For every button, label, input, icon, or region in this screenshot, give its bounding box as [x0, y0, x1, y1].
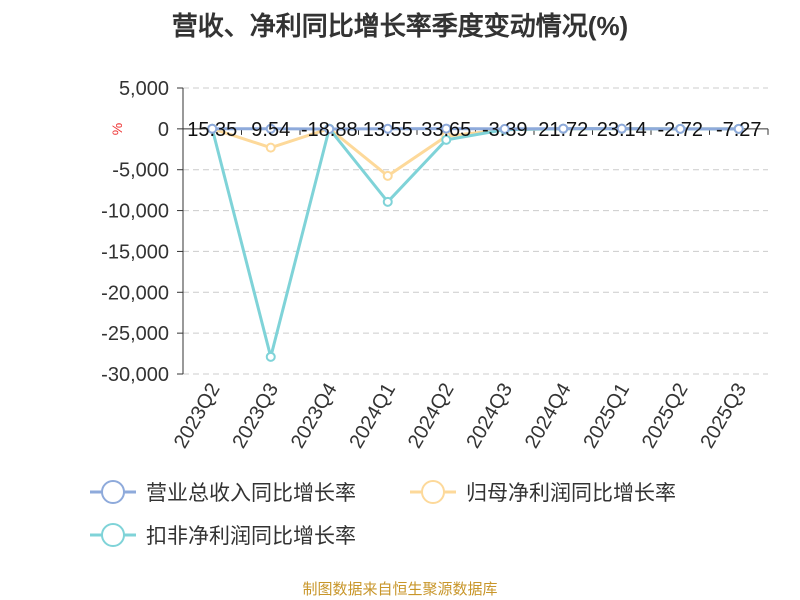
- data-label: 13.55: [363, 119, 413, 141]
- legend-label: 归母净利润同比增长率: [466, 482, 676, 505]
- legend-label: 营业总收入同比增长率: [146, 482, 356, 505]
- data-point: [207, 123, 218, 134]
- x-tick-label: 2023Q2: [170, 380, 225, 453]
- x-tick-label: 2024Q2: [404, 380, 459, 453]
- legend-marker: [101, 480, 125, 504]
- x-tick-label: 2024Q4: [521, 380, 576, 453]
- data-point: [265, 123, 276, 134]
- y-tick-label: -5,000: [112, 160, 169, 182]
- series-line: [210, 125, 739, 358]
- y-tick-label: -20,000: [101, 282, 169, 304]
- data-point: [616, 123, 627, 134]
- data-label: -7.27: [716, 119, 762, 141]
- legend-marker: [421, 480, 445, 504]
- y-tick-label: -15,000: [101, 241, 169, 263]
- x-tick-label: 2023Q4: [287, 380, 342, 453]
- y-tick-label: 0: [158, 119, 169, 141]
- data-label: 23.14: [597, 119, 647, 141]
- source-note: 制图数据来自恒生聚源数据库: [302, 581, 498, 598]
- data-point: [265, 351, 276, 362]
- data-point: [441, 134, 452, 145]
- y-tick-label: 5,000: [119, 78, 169, 100]
- y-tick-label: -30,000: [101, 364, 169, 386]
- data-label: 15.35: [187, 119, 237, 141]
- data-point: [558, 123, 569, 134]
- chart-title: 营收、净利同比增长率季度变动情况(%): [171, 11, 629, 41]
- y-tick-label: -10,000: [101, 201, 169, 223]
- data-label: -3.39: [482, 119, 528, 141]
- data-label: -2.72: [657, 119, 703, 141]
- x-tick-label: 2023Q3: [228, 380, 283, 453]
- x-tick-label: 2025Q1: [579, 380, 634, 453]
- data-point: [382, 196, 393, 207]
- legend-label: 扣非净利润同比增长率: [146, 525, 356, 548]
- data-label: -18.88: [301, 119, 358, 141]
- x-tick-label: 2024Q1: [345, 380, 400, 453]
- y-tick-label: -25,000: [101, 323, 169, 345]
- x-tick-label: 2025Q2: [638, 380, 693, 453]
- data-point: [441, 123, 452, 134]
- data-point: [675, 123, 686, 134]
- x-tick-label: 2024Q3: [462, 380, 517, 453]
- y-axis-label: %: [109, 123, 125, 135]
- data-label: 21.72: [538, 119, 588, 141]
- data-label: 9.54: [251, 119, 290, 141]
- data-point: [733, 123, 744, 134]
- data-point: [324, 124, 335, 135]
- data-point: [265, 142, 276, 153]
- legend-marker: [101, 523, 125, 547]
- x-tick-label: 2025Q3: [696, 380, 751, 453]
- data-label: 33.65: [421, 119, 471, 141]
- data-point: [382, 170, 393, 181]
- data-point: [499, 123, 510, 134]
- data-point: [382, 123, 393, 134]
